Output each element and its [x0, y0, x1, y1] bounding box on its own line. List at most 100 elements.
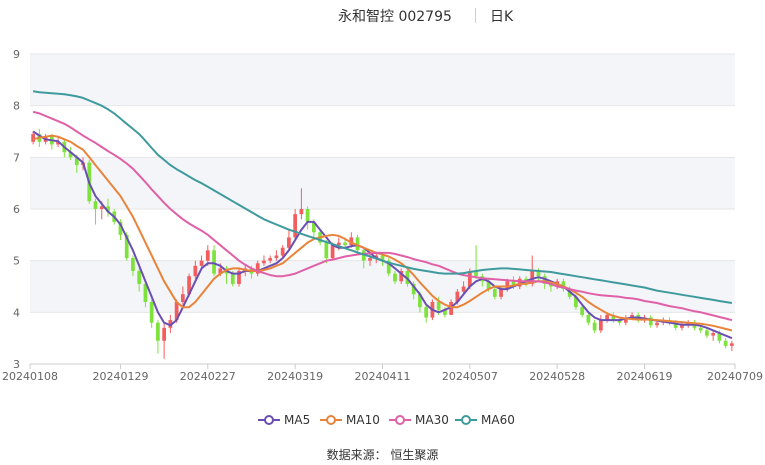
candle-body: [368, 258, 372, 261]
legend-item-ma10[interactable]: MA10: [320, 410, 380, 430]
y-tick-label: 5: [13, 255, 20, 268]
candle-body: [698, 327, 703, 331]
y-tick-label: 9: [13, 48, 20, 61]
x-tick-label: 20240227: [180, 370, 236, 383]
candle-body: [455, 291, 460, 302]
candle-body: [199, 260, 204, 266]
candle-body: [299, 209, 304, 215]
candle-body: [399, 271, 404, 282]
candle-body: [592, 322, 597, 331]
candle-body: [723, 340, 728, 346]
candle-body: [255, 263, 260, 274]
candle-body: [680, 325, 684, 328]
candle-body: [99, 206, 104, 209]
candle-body: [268, 258, 273, 261]
candle-body: [168, 320, 173, 328]
candle-body: [449, 302, 453, 315]
candle-body: [648, 317, 653, 326]
candle-body: [386, 260, 391, 274]
candle-body: [330, 245, 335, 259]
candle-body: [443, 309, 447, 315]
candle-body: [180, 294, 185, 302]
candle-body: [461, 286, 466, 292]
candle-body: [137, 271, 142, 284]
legend-item-ma5[interactable]: MA5: [258, 410, 310, 430]
x-tick-label: 20240709: [707, 370, 763, 383]
candle-body: [131, 258, 135, 271]
candle-body: [149, 302, 154, 323]
candle-body: [262, 260, 266, 264]
x-tick-label: 20240129: [92, 370, 148, 383]
x-tick-label: 20240507: [442, 370, 498, 383]
candle-body: [611, 314, 616, 321]
x-tick-label: 20240319: [267, 370, 323, 383]
candle-body: [436, 302, 441, 310]
candle-body: [230, 273, 235, 284]
candle-body: [212, 250, 216, 274]
legend-marker-ma30: [389, 415, 411, 425]
legend-item-ma60[interactable]: MA60: [455, 410, 515, 430]
candle-body: [418, 294, 422, 308]
candle-body: [561, 281, 566, 290]
candle-body: [305, 209, 310, 222]
candle-body: [630, 314, 634, 318]
y-tick-label: 6: [13, 203, 20, 216]
candle-body: [549, 283, 553, 287]
legend-item-ma30[interactable]: MA30: [389, 410, 449, 430]
series-line-ma60: [32, 90, 733, 304]
candle-body: [31, 134, 35, 142]
candle-body: [542, 276, 547, 284]
candle-body: [349, 237, 354, 246]
legend-marker-ma10: [320, 415, 342, 425]
candle-body: [517, 278, 522, 287]
candle-body: [174, 302, 179, 321]
x-tick-label: 20240411: [355, 370, 411, 383]
series-line-ma30: [32, 110, 733, 322]
legend: MA5 MA10 MA30 MA60: [0, 410, 765, 430]
candle-body: [193, 265, 198, 277]
candle-body: [617, 320, 622, 323]
candle-body: [380, 255, 385, 261]
stock-title: 永和智控 002795: [338, 9, 452, 25]
candle-body: [162, 327, 167, 341]
candle-body: [511, 281, 516, 287]
y-tick-label: 7: [13, 151, 20, 164]
candle-body: [293, 214, 298, 238]
candle-body: [492, 289, 497, 297]
grid-band: [30, 260, 735, 313]
candle-body: [74, 157, 79, 166]
candle-body: [324, 242, 329, 259]
candle-body: [274, 255, 279, 259]
candle-body: [405, 271, 410, 284]
y-tick-label: 8: [13, 100, 20, 113]
legend-marker-ma60: [455, 415, 477, 425]
candle-body: [93, 201, 98, 209]
legend-label-ma60: MA60: [481, 413, 515, 427]
period-label: 日K: [490, 9, 514, 25]
candle-body: [655, 322, 659, 326]
candle-body: [486, 281, 491, 290]
x-tick-label: 20240528: [529, 370, 585, 383]
candle-body: [343, 242, 347, 246]
candle-body: [56, 141, 60, 145]
candle-body: [106, 206, 110, 212]
data-source: 数据来源： 恒生聚源: [326, 448, 439, 462]
legend-marker-ma5: [258, 415, 280, 425]
candle-body: [312, 221, 316, 233]
candle-body: [393, 273, 397, 282]
candle-body: [505, 281, 510, 290]
candle-body: [68, 152, 73, 158]
candle-body: [467, 271, 472, 287]
candle-body: [673, 322, 678, 328]
candle-body: [237, 271, 241, 284]
y-tick-label: 3: [13, 358, 20, 371]
candle-body: [623, 317, 628, 323]
candle-body: [605, 314, 609, 321]
candle-body: [411, 283, 416, 295]
candle-body: [118, 221, 123, 235]
candle-body: [143, 283, 148, 302]
candle-body: [280, 247, 285, 256]
candle-body: [287, 237, 291, 248]
candle-body: [530, 271, 535, 284]
chart-title: 永和智控 002795 日K: [0, 6, 765, 26]
